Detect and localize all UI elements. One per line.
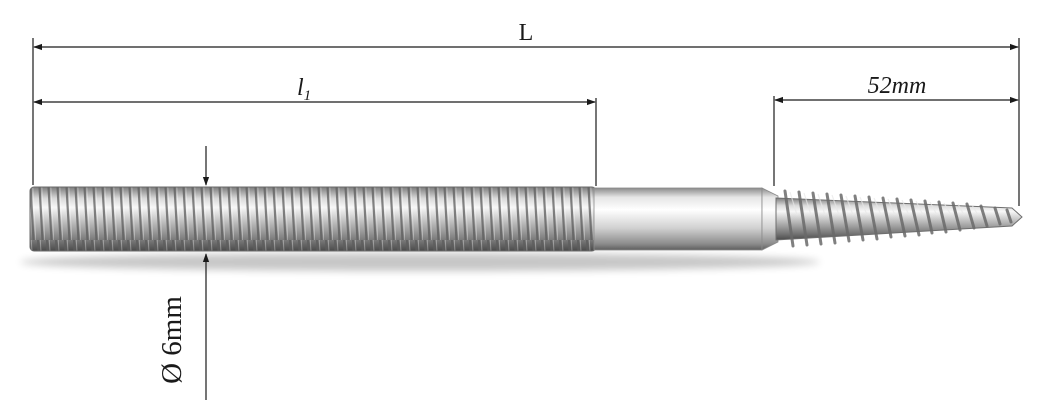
smooth-shank <box>593 187 779 251</box>
bolt-shadow <box>20 253 820 271</box>
hanger-bolt <box>20 186 1023 271</box>
machine-thread-length-subscript: 1 <box>304 88 312 104</box>
machine-thread-length-label: l1 <box>297 75 311 104</box>
machine-thread-length-symbol: l <box>297 75 304 101</box>
diameter-label: Ø 6mm <box>156 296 188 384</box>
wood-screw-section <box>775 189 1023 248</box>
dimension-lines <box>33 43 1019 400</box>
overall-length-label: L <box>519 20 534 46</box>
extension-lines <box>32 38 1020 206</box>
machine-thread-section <box>29 186 597 252</box>
wood-thread-length-label: 52mm <box>868 73 927 99</box>
